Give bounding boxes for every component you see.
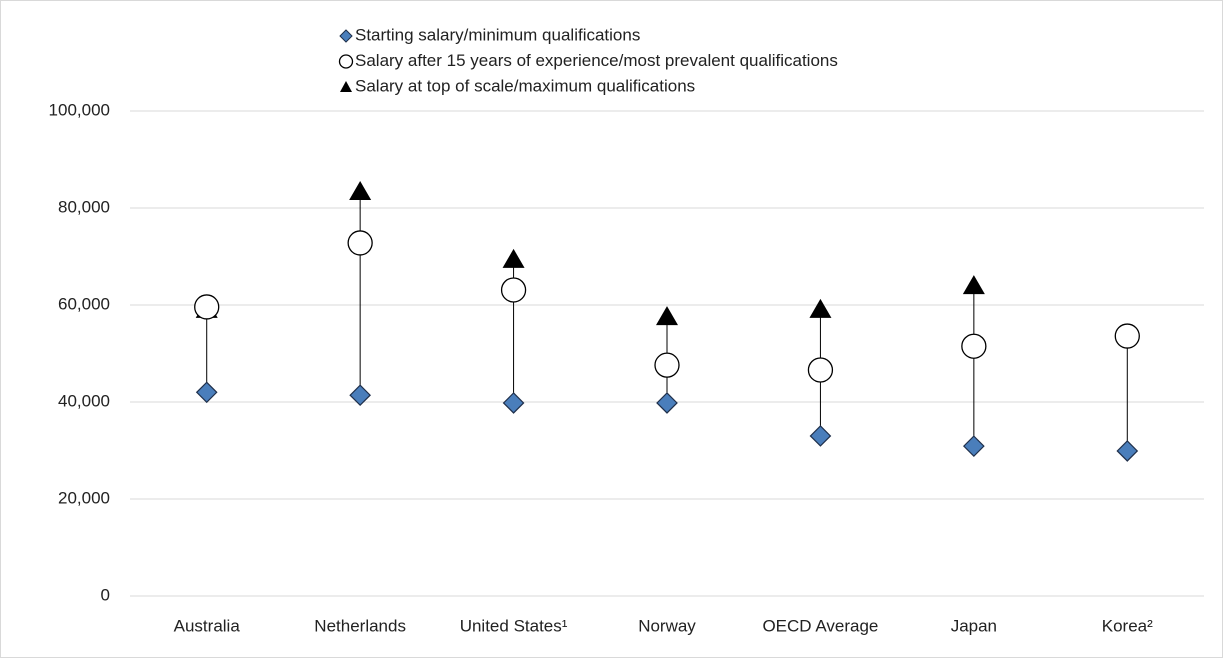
x-tick-label: Australia [174, 616, 241, 635]
diamond-marker [349, 384, 371, 407]
x-tick-label: Japan [951, 616, 997, 635]
y-tick-label: 0 [101, 585, 110, 604]
triangle-marker [349, 180, 372, 200]
diamond-marker [195, 381, 218, 404]
x-tick-label: Norway [638, 616, 696, 635]
legend-label: Salary at top of scale/maximum qualifica… [355, 76, 695, 95]
diamond-marker [963, 435, 985, 457]
y-tick-label: 100,000 [49, 100, 110, 119]
circle-marker [654, 352, 680, 378]
triangle-marker [809, 298, 832, 318]
y-tick-label: 20,000 [58, 488, 110, 507]
circle-marker [1114, 323, 1140, 349]
legend-label: Salary after 15 years of experience/most… [355, 51, 838, 70]
circle-marker [347, 230, 373, 256]
diamond-marker [809, 425, 832, 447]
circle-marker [961, 333, 987, 359]
circle-marker [807, 357, 834, 383]
legend-marker [338, 54, 354, 69]
y-tick-label: 40,000 [58, 391, 110, 410]
x-tick-label: OECD Average [762, 616, 878, 635]
diamond-marker [1116, 440, 1139, 462]
diamond-marker [502, 392, 525, 414]
diamond-marker [656, 392, 678, 414]
triangle-marker [502, 248, 525, 268]
x-tick-label: Korea² [1102, 616, 1153, 635]
x-tick-label: United States¹ [460, 616, 568, 635]
triangle-marker [656, 306, 678, 326]
x-tick-label: Netherlands [314, 616, 406, 635]
circle-marker [194, 294, 220, 320]
triangle-marker [962, 275, 985, 295]
legend-label: Starting salary/minimum qualifications [355, 25, 640, 44]
y-tick-label: 60,000 [58, 294, 110, 313]
y-tick-label: 80,000 [58, 197, 110, 216]
circle-marker [500, 277, 527, 303]
legend-marker [339, 29, 353, 43]
legend-marker [340, 81, 352, 92]
